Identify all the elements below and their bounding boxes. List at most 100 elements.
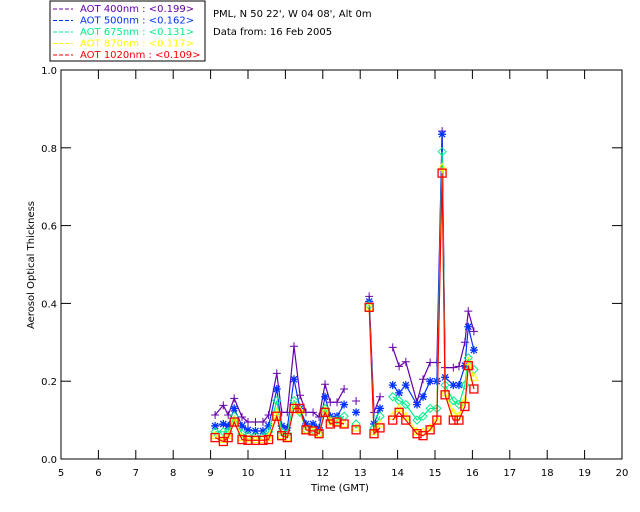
square-marker bbox=[237, 434, 247, 445]
date-label: Data from: 16 Feb 2005 bbox=[213, 27, 332, 38]
y-tick-label: 0.2 bbox=[41, 377, 57, 388]
diamond-marker bbox=[437, 146, 447, 157]
diamond-marker bbox=[243, 430, 253, 441]
plus-marker bbox=[454, 362, 463, 371]
triangle-marker bbox=[351, 422, 361, 432]
asterisk-marker bbox=[401, 381, 410, 390]
x-tick-label: 6 bbox=[95, 468, 101, 479]
series-layer bbox=[210, 127, 479, 447]
plus-marker bbox=[211, 411, 220, 420]
square-marker bbox=[401, 415, 411, 425]
asterisk-marker bbox=[277, 421, 286, 430]
plus-marker bbox=[449, 363, 458, 372]
square-marker bbox=[375, 423, 385, 433]
square-marker bbox=[339, 419, 349, 429]
triangle-marker bbox=[325, 417, 336, 426]
x-tick-label: 5 bbox=[58, 468, 64, 479]
diamond-marker bbox=[460, 380, 470, 390]
x-tick-label: 13 bbox=[354, 468, 367, 479]
plus-marker bbox=[426, 358, 435, 367]
x-tick-label: 12 bbox=[316, 468, 329, 479]
triangle-marker bbox=[250, 434, 261, 444]
y-tick-label: 0.4 bbox=[41, 299, 57, 310]
diamond-marker bbox=[388, 392, 398, 402]
plus-marker bbox=[469, 327, 478, 336]
asterisk-marker bbox=[301, 419, 310, 428]
square-marker bbox=[388, 415, 398, 425]
legend-label: AOT 870nm : <0.117> bbox=[80, 39, 194, 50]
triangle-marker bbox=[223, 430, 234, 440]
asterisk-marker bbox=[283, 423, 292, 432]
asterisk-marker bbox=[230, 404, 239, 413]
x-tick-label: 17 bbox=[503, 468, 516, 479]
y-tick-label: 1.0 bbox=[41, 66, 57, 77]
triangle-marker bbox=[301, 424, 311, 434]
square-marker bbox=[308, 426, 318, 436]
square-marker bbox=[454, 415, 464, 425]
asterisk-marker bbox=[258, 426, 267, 435]
triangle-marker bbox=[448, 407, 459, 416]
asterisk-marker bbox=[315, 423, 324, 432]
asterisk-marker bbox=[395, 388, 404, 397]
series-line bbox=[214, 131, 475, 423]
square-marker bbox=[469, 384, 479, 394]
asterisk-marker bbox=[419, 392, 428, 401]
legend-box bbox=[49, 0, 206, 62]
plus-marker bbox=[258, 418, 267, 427]
square-marker bbox=[272, 411, 282, 421]
square-marker bbox=[263, 434, 274, 445]
plus-marker bbox=[251, 418, 260, 427]
y-tick-label: 0.8 bbox=[41, 144, 57, 155]
x-tick-label: 11 bbox=[279, 468, 292, 479]
asterisk-marker bbox=[388, 381, 397, 390]
square-marker bbox=[448, 415, 458, 425]
x-tick-label: 20 bbox=[616, 468, 629, 479]
plus-marker bbox=[244, 418, 252, 427]
x-tick-label: 19 bbox=[578, 468, 591, 479]
asterisk-marker bbox=[251, 426, 260, 435]
square-marker bbox=[325, 419, 335, 429]
plot-frame bbox=[60, 69, 623, 460]
square-marker bbox=[412, 429, 422, 439]
plus-marker bbox=[326, 398, 335, 407]
square-marker bbox=[282, 432, 292, 443]
asterisk-marker bbox=[244, 425, 252, 434]
series-line bbox=[214, 167, 475, 441]
x-tick-label: 15 bbox=[429, 468, 442, 479]
asterisk-marker bbox=[224, 421, 233, 430]
asterisk-marker bbox=[219, 419, 228, 428]
square-marker bbox=[437, 168, 447, 178]
square-marker bbox=[320, 407, 330, 417]
y-axis-label: Aerosol Optical Thickness bbox=[26, 201, 37, 329]
plus-marker bbox=[309, 408, 318, 417]
square-marker bbox=[418, 431, 428, 441]
y-tick-label: 0.6 bbox=[41, 222, 57, 233]
plus-marker bbox=[395, 362, 404, 371]
plus-marker bbox=[290, 342, 299, 351]
square-marker bbox=[289, 403, 299, 414]
asterisk-marker bbox=[464, 322, 473, 331]
square-marker bbox=[460, 401, 470, 412]
asterisk-marker bbox=[211, 421, 220, 430]
diamond-marker bbox=[418, 411, 428, 421]
square-marker bbox=[432, 415, 442, 425]
square-marker bbox=[223, 432, 233, 443]
square-marker bbox=[425, 425, 435, 435]
x-axis-label: Time (GMT) bbox=[310, 483, 369, 494]
diamond-marker bbox=[272, 395, 282, 406]
square-marker bbox=[440, 390, 450, 400]
plus-marker bbox=[272, 369, 281, 378]
plus-marker bbox=[340, 384, 349, 393]
x-tick-label: 14 bbox=[391, 468, 404, 479]
plus-marker bbox=[401, 357, 410, 366]
asterisk-marker bbox=[469, 346, 478, 355]
plus-marker bbox=[219, 401, 228, 410]
legend-label: AOT 400nm : <0.199> bbox=[80, 4, 194, 15]
asterisk-marker bbox=[340, 400, 349, 409]
asterisk-marker bbox=[264, 421, 273, 430]
location-label: PML, N 50 22', W 04 08', Alt 0m bbox=[213, 9, 372, 20]
plus-marker bbox=[238, 412, 247, 421]
asterisk-marker bbox=[290, 375, 299, 384]
asterisk-marker bbox=[413, 400, 422, 409]
